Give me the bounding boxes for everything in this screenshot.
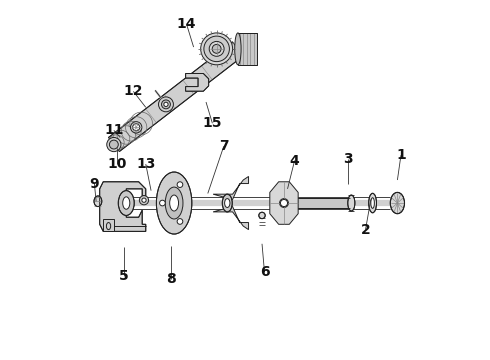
Polygon shape bbox=[213, 207, 248, 230]
Text: 4: 4 bbox=[290, 153, 299, 167]
Text: 12: 12 bbox=[123, 84, 143, 98]
Ellipse shape bbox=[109, 140, 118, 149]
Circle shape bbox=[177, 219, 183, 224]
Ellipse shape bbox=[94, 196, 102, 207]
Circle shape bbox=[142, 198, 146, 202]
Text: 3: 3 bbox=[343, 152, 353, 166]
Circle shape bbox=[280, 199, 288, 207]
Ellipse shape bbox=[156, 172, 192, 234]
Text: 15: 15 bbox=[203, 116, 222, 130]
Ellipse shape bbox=[130, 122, 142, 133]
Ellipse shape bbox=[209, 41, 224, 56]
Circle shape bbox=[177, 182, 183, 188]
Ellipse shape bbox=[348, 195, 355, 211]
Text: 10: 10 bbox=[108, 157, 127, 171]
Ellipse shape bbox=[107, 138, 121, 152]
Ellipse shape bbox=[371, 198, 374, 208]
Circle shape bbox=[139, 195, 148, 205]
Polygon shape bbox=[186, 73, 209, 91]
Text: 9: 9 bbox=[90, 176, 99, 190]
Bar bbox=[103, 219, 114, 231]
Ellipse shape bbox=[280, 199, 289, 207]
Text: 5: 5 bbox=[119, 269, 129, 283]
Ellipse shape bbox=[368, 193, 376, 213]
Ellipse shape bbox=[118, 191, 134, 215]
Ellipse shape bbox=[162, 100, 171, 109]
Polygon shape bbox=[99, 182, 146, 231]
Bar bbox=[238, 33, 257, 65]
Ellipse shape bbox=[164, 102, 168, 107]
Ellipse shape bbox=[165, 187, 183, 219]
Ellipse shape bbox=[224, 199, 230, 207]
Ellipse shape bbox=[235, 33, 241, 65]
Ellipse shape bbox=[133, 124, 140, 131]
Ellipse shape bbox=[212, 44, 221, 53]
Text: 6: 6 bbox=[260, 265, 270, 279]
Text: 2: 2 bbox=[361, 222, 370, 237]
Text: 14: 14 bbox=[177, 17, 196, 31]
Text: 13: 13 bbox=[136, 157, 155, 171]
Ellipse shape bbox=[159, 97, 173, 112]
Bar bbox=[294, 198, 349, 208]
Ellipse shape bbox=[201, 33, 233, 65]
Ellipse shape bbox=[259, 212, 265, 219]
Ellipse shape bbox=[106, 222, 111, 230]
Text: 11: 11 bbox=[104, 123, 123, 138]
Ellipse shape bbox=[204, 36, 229, 62]
Ellipse shape bbox=[391, 192, 405, 214]
Text: 1: 1 bbox=[396, 148, 406, 162]
Ellipse shape bbox=[222, 194, 232, 212]
Circle shape bbox=[160, 200, 165, 206]
Polygon shape bbox=[270, 182, 298, 224]
Text: 7: 7 bbox=[219, 139, 228, 153]
Ellipse shape bbox=[122, 197, 130, 209]
Polygon shape bbox=[213, 176, 248, 199]
Text: 8: 8 bbox=[166, 272, 175, 286]
Ellipse shape bbox=[170, 195, 178, 211]
Polygon shape bbox=[108, 42, 244, 152]
